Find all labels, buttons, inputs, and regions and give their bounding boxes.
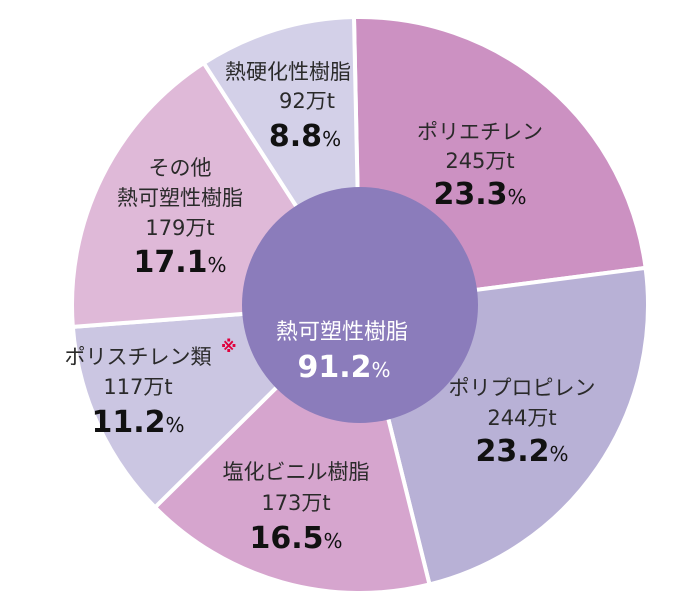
- slice-label-polystyrene: ポリスチレン類 ※ 117万t 11.2%: [65, 337, 237, 440]
- slice-name: 塩化ビニル樹脂: [223, 460, 370, 484]
- center-percent: 91.2%: [297, 350, 390, 385]
- slice-percent-unit: %: [166, 413, 185, 437]
- slice-amount: 92万t: [279, 89, 335, 113]
- slice-percent: 23.2%: [475, 434, 568, 469]
- slice-amount: 179万t: [145, 216, 214, 240]
- slice-name: ポリスチレン類: [65, 345, 212, 369]
- slice-label-thermosets: 熱硬化性樹脂 92万t 8.8%: [225, 60, 351, 154]
- slice-amount: 117万t: [103, 375, 172, 399]
- slice-label-polyethylene: ポリエチレン 245万t 23.3%: [417, 120, 543, 212]
- slice-note-mark: ※: [221, 337, 237, 356]
- slice-percent: 23.3%: [433, 177, 526, 212]
- slice-name-line-1: その他: [149, 156, 212, 180]
- slice-label-polypropylene: ポリプロピレン 244万t 23.2%: [449, 376, 596, 469]
- center-name: 熱可塑性樹脂: [276, 320, 408, 345]
- slice-label-other-thermoplastics: その他 熱可塑性樹脂 179万t 17.1%: [117, 156, 243, 280]
- slice-percent-value: 16.5: [249, 521, 323, 556]
- slice-label-pvc: 塩化ビニル樹脂 173万t 16.5%: [223, 460, 370, 556]
- slice-percent-value: 23.3: [433, 177, 507, 212]
- slice-name: ポリプロピレン: [449, 376, 596, 400]
- slice-percent-value: 17.1: [133, 245, 207, 280]
- slice-amount: 244万t: [487, 406, 556, 430]
- slice-percent-value: 8.8: [269, 119, 322, 154]
- center-label: 熱可塑性樹脂 91.2%: [276, 320, 408, 385]
- center-disc: [242, 187, 478, 423]
- slice-percent-unit: %: [322, 127, 341, 151]
- center-percent-value: 91.2: [297, 350, 371, 385]
- slice-name: ポリエチレン: [417, 120, 543, 144]
- slice-percent: 11.2%: [91, 405, 184, 440]
- slice-percent-unit: %: [324, 529, 343, 553]
- slice-percent: 17.1%: [133, 245, 226, 280]
- slice-percent-unit: %: [550, 442, 569, 466]
- slice-percent: 16.5%: [249, 521, 342, 556]
- slice-amount: 173万t: [261, 491, 330, 515]
- center-percent-unit: %: [372, 358, 391, 382]
- slice-percent: 8.8%: [269, 119, 341, 154]
- slice-name-line-2: 熱可塑性樹脂: [117, 186, 243, 210]
- slice-name: 熱硬化性樹脂: [225, 60, 351, 84]
- slice-percent-value: 23.2: [475, 434, 549, 469]
- slice-percent-unit: %: [508, 185, 527, 209]
- slice-percent-value: 11.2: [91, 405, 165, 440]
- slice-amount: 245万t: [445, 149, 514, 173]
- slice-percent-unit: %: [208, 253, 227, 277]
